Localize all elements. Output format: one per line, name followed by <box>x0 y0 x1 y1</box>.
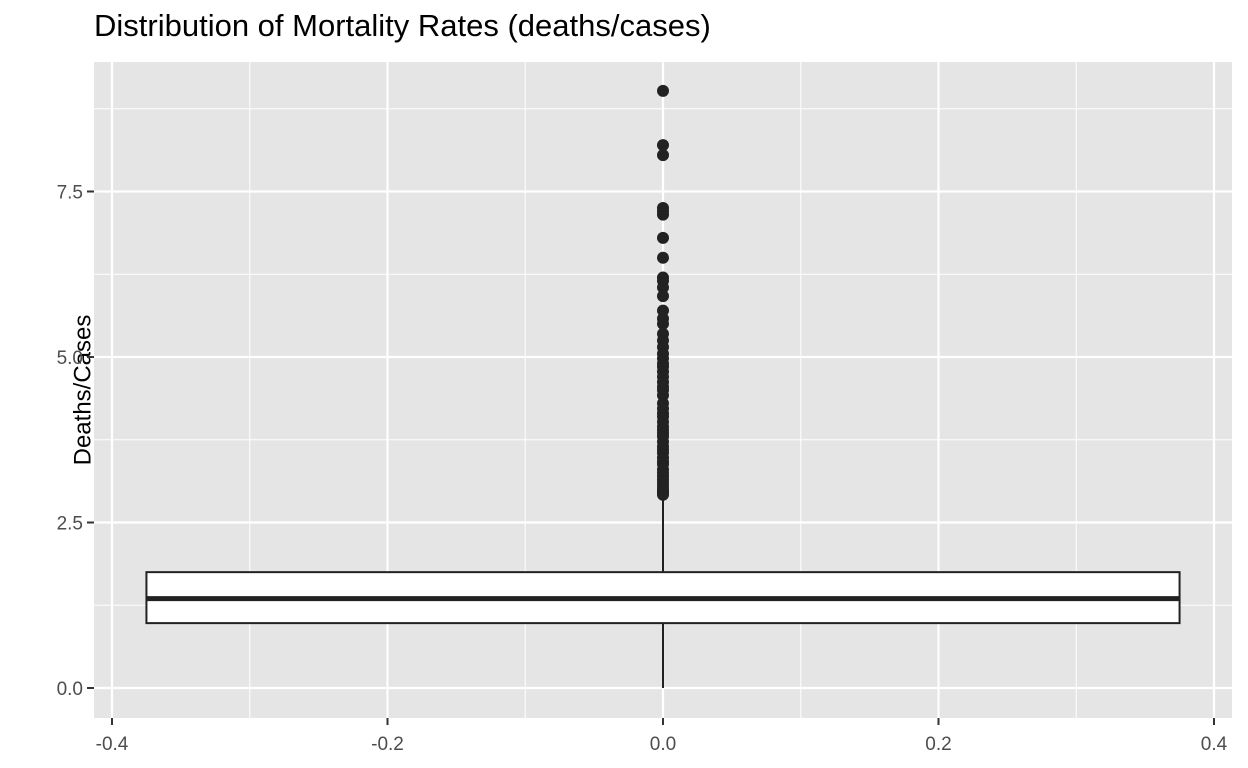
axes: -0.4 -0.2 0.0 0.2 0.4 0.0 2.5 5.0 7.5 <box>57 183 1228 756</box>
outlier-points <box>657 84 669 501</box>
outlier-point <box>657 488 669 501</box>
outlier-point <box>657 251 669 264</box>
outlier-point <box>657 139 669 152</box>
outlier-point <box>657 208 669 221</box>
y-tick-label: 7.5 <box>57 183 83 204</box>
x-tick-label: -0.4 <box>96 734 129 755</box>
outlier-point <box>657 149 669 162</box>
y-tick-label: 2.5 <box>57 514 83 535</box>
outlier-point <box>657 84 669 97</box>
outlier-point <box>657 281 669 294</box>
x-tick-label: 0.0 <box>650 734 676 755</box>
y-tick-label: 0.0 <box>57 679 83 700</box>
boxplot <box>145 496 1181 688</box>
y-tick-label: 5.0 <box>57 348 83 369</box>
x-tick-label: 0.4 <box>1201 734 1228 755</box>
x-tick-label: 0.2 <box>925 734 951 755</box>
outlier-point <box>657 231 669 244</box>
outlier-point <box>657 317 669 330</box>
x-tick-label: -0.2 <box>371 734 404 755</box>
chart-title: Distribution of Mortality Rates (deaths/… <box>94 8 711 43</box>
outlier-point <box>657 290 669 303</box>
